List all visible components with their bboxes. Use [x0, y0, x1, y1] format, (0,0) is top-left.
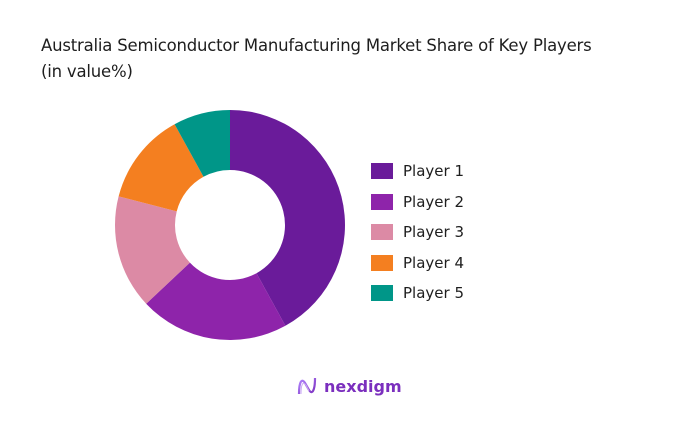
legend-item-player-3: Player 3: [371, 217, 464, 248]
legend-label: Player 5: [403, 284, 464, 303]
legend-label: Player 3: [403, 223, 464, 242]
legend-label: Player 2: [403, 192, 464, 211]
legend-label: Player 4: [403, 253, 464, 272]
chart-title: Australia Semiconductor Manufacturing Ma…: [41, 33, 592, 85]
legend: Player 1 Player 2 Player 3 Player 4 Player 5: [371, 156, 464, 309]
nexdigm-logo-icon: [297, 377, 317, 395]
legend-item-player-4: Player 4: [371, 248, 464, 279]
legend-item-player-2: Player 2: [371, 187, 464, 218]
legend-label: Player 1: [403, 162, 464, 181]
donut-slice-player-5: [174, 110, 230, 177]
title-line-1: Australia Semiconductor Manufacturing Ma…: [41, 36, 592, 55]
legend-item-player-1: Player 1: [371, 156, 464, 187]
legend-swatch: [371, 193, 393, 210]
legend-swatch: [371, 254, 393, 271]
legend-item-player-5: Player 5: [371, 278, 464, 309]
legend-swatch: [371, 163, 393, 180]
donut-slice-player-1: [230, 110, 345, 326]
title-line-2: (in value%): [41, 62, 133, 81]
donut-slice-player-3: [115, 196, 190, 304]
brand-name: nexdigm: [324, 376, 402, 396]
brand-logo: nexdigm: [296, 375, 402, 397]
legend-swatch: [371, 285, 393, 302]
donut-slice-player-4: [118, 124, 204, 212]
donut-slice-player-2: [146, 262, 286, 340]
legend-swatch: [371, 224, 393, 241]
